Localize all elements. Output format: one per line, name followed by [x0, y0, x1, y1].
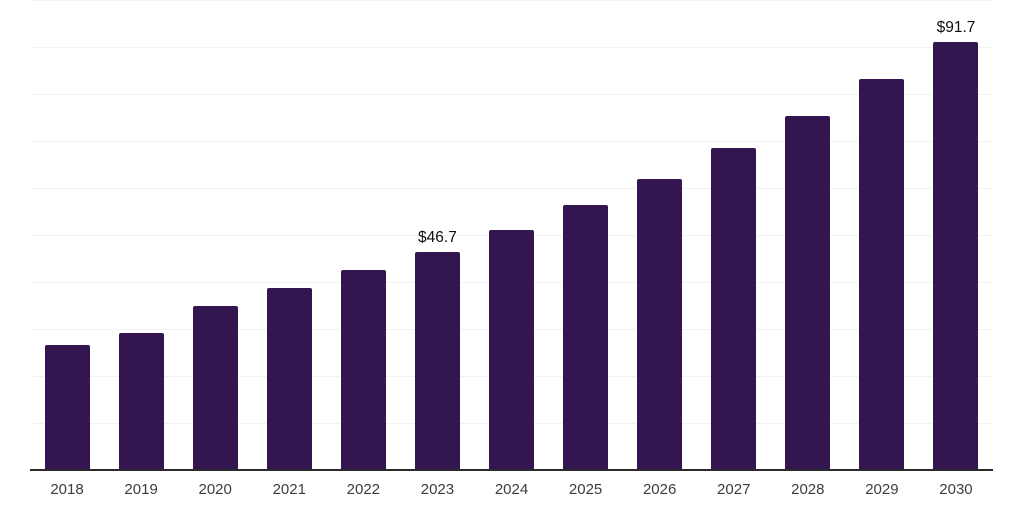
bar-slot-2019	[104, 0, 178, 470]
bar-slot-2024	[474, 0, 548, 470]
tick-label-2027: 2027	[717, 481, 751, 498]
value-label-2023: $46.7	[418, 229, 457, 247]
tick-label-2024: 2024	[494, 481, 529, 498]
bar-2029	[859, 78, 905, 470]
tick-label-2020: 2020	[198, 481, 232, 498]
bar-slot-2030: $91.7	[919, 0, 993, 470]
bar-2030	[933, 42, 979, 470]
bar-2024	[489, 229, 534, 470]
value-label-2030: $91.7	[936, 19, 976, 37]
tick-label-2028: 2028	[791, 481, 825, 498]
bar-2018	[44, 344, 90, 470]
x-axis-line	[30, 469, 993, 471]
bar-2028	[785, 115, 831, 470]
bar-2025	[563, 205, 609, 470]
tick-label-2021: 2021	[272, 481, 306, 498]
tick-label-2029: 2029	[865, 481, 899, 498]
bars-row: $46.7 $91.7	[30, 0, 993, 470]
tick-label-2022: 2022	[346, 481, 381, 498]
bar-2023	[414, 252, 460, 470]
bar-2019	[118, 332, 164, 470]
tick-label-2026: 2026	[642, 481, 677, 498]
bar-slot-2020	[178, 0, 252, 470]
tick-label-2023: 2023	[420, 481, 455, 498]
bar-slot-2028	[771, 0, 845, 470]
bar-2022	[340, 269, 386, 470]
tick-label-2025: 2025	[568, 481, 603, 498]
x-axis-tick-labels: 2018 2019 2020 2021 2022 2023 2024 2025 2026 2027…	[30, 481, 993, 498]
bar-slot-2023: $46.7	[400, 0, 474, 470]
bar-2026	[637, 178, 683, 470]
gridline-70	[30, 141, 993, 142]
bar-slot-2027	[697, 0, 771, 470]
bar-2021	[266, 287, 312, 470]
bar-slot-2029	[845, 0, 919, 470]
tick-label-2019: 2019	[124, 481, 158, 498]
bar-2020	[192, 306, 238, 470]
bar-2027	[711, 147, 757, 470]
tick-label-2018: 2018	[50, 481, 84, 498]
bar-slot-2018	[30, 0, 104, 470]
gridline-100	[30, 0, 993, 1]
bar-slot-2022	[326, 0, 400, 470]
bar-slot-2025	[549, 0, 623, 470]
gridline-90	[30, 47, 993, 48]
bar-slot-2026	[623, 0, 697, 470]
bar-slot-2021	[252, 0, 326, 470]
tick-label-2030: 2030	[939, 481, 973, 498]
gridline-80	[30, 94, 993, 95]
plot-area: $46.7 $91.7	[30, 0, 993, 470]
gridline-60	[30, 188, 993, 189]
